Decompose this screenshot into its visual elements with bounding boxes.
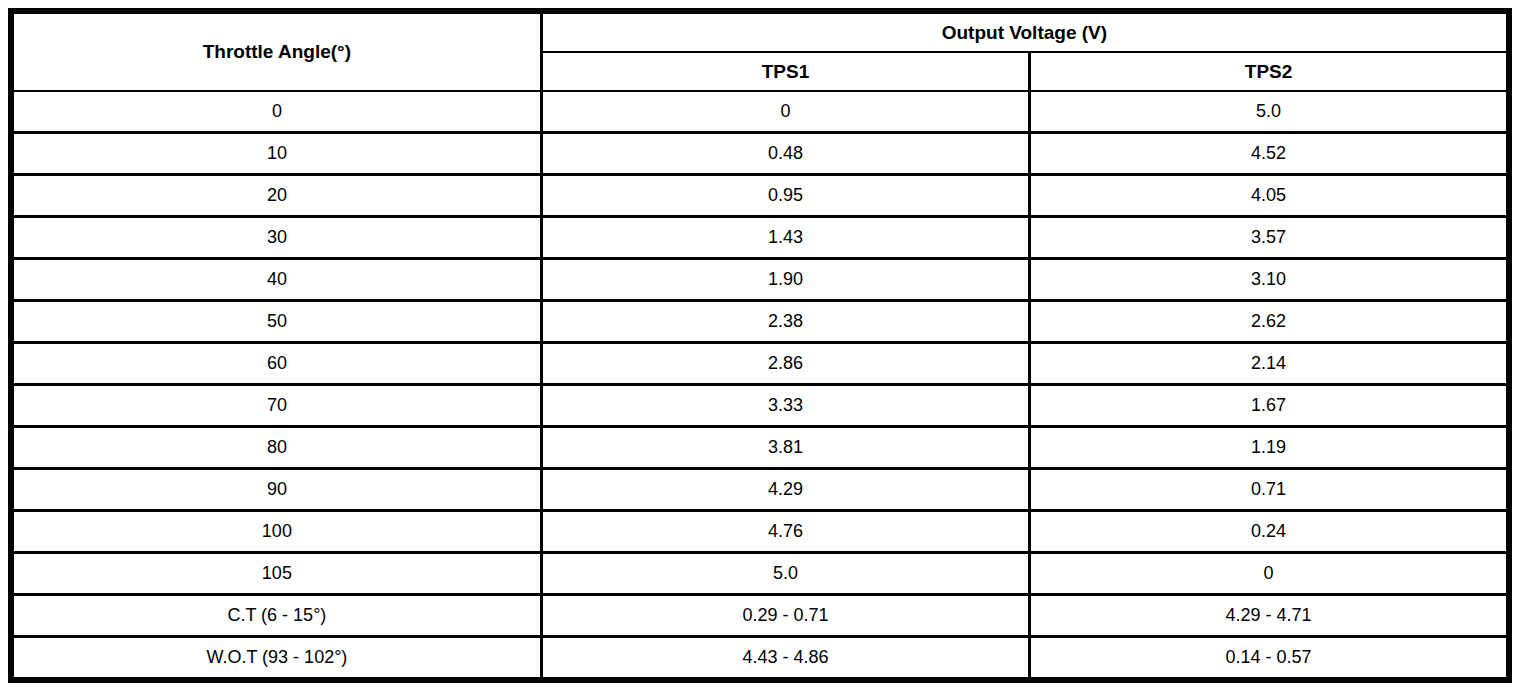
- angle-cell: 30: [11, 217, 541, 259]
- table-row: 50 2.38 2.62: [11, 301, 1509, 343]
- table-row: 100 4.76 0.24: [11, 511, 1509, 553]
- table-header: Throttle Angle(°) Output Voltage (V) TPS…: [11, 11, 1509, 91]
- table-row: 10 0.48 4.52: [11, 133, 1509, 175]
- table-row: 80 3.81 1.19: [11, 427, 1509, 469]
- angle-cell: 20: [11, 175, 541, 217]
- angle-cell: 60: [11, 343, 541, 385]
- header-row-group: Throttle Angle(°) Output Voltage (V): [11, 11, 1509, 52]
- tps-voltage-table: Throttle Angle(°) Output Voltage (V) TPS…: [8, 8, 1512, 683]
- manual-page: Throttle Angle(°) Output Voltage (V) TPS…: [0, 0, 1520, 690]
- table-row-wide-open-throttle: W.O.T (93 - 102°) 4.43 - 4.86 0.14 - 0.5…: [11, 637, 1509, 681]
- tps2-cell: 0.24: [1030, 511, 1509, 553]
- tps1-cell: 0.29 - 0.71: [541, 595, 1029, 637]
- table-row: 40 1.90 3.10: [11, 259, 1509, 301]
- tps2-cell: 2.62: [1030, 301, 1509, 343]
- table-row: 70 3.33 1.67: [11, 385, 1509, 427]
- tps1-column-header: TPS1: [541, 52, 1029, 91]
- tps2-cell: 5.0: [1030, 91, 1509, 133]
- tps1-cell: 4.29: [541, 469, 1029, 511]
- angle-cell: 50: [11, 301, 541, 343]
- tps1-cell: 2.38: [541, 301, 1029, 343]
- angle-cell: 40: [11, 259, 541, 301]
- table-row: 30 1.43 3.57: [11, 217, 1509, 259]
- tps2-cell: 1.19: [1030, 427, 1509, 469]
- table-row: 105 5.0 0: [11, 553, 1509, 595]
- tps2-cell: 4.29 - 4.71: [1030, 595, 1509, 637]
- tps1-cell: 0.95: [541, 175, 1029, 217]
- tps1-cell: 3.81: [541, 427, 1029, 469]
- angle-cell: 105: [11, 553, 541, 595]
- tps1-cell: 4.76: [541, 511, 1029, 553]
- tps1-cell: 2.86: [541, 343, 1029, 385]
- tps2-cell: 3.10: [1030, 259, 1509, 301]
- angle-cell: C.T (6 - 15°): [11, 595, 541, 637]
- tps2-cell: 0.71: [1030, 469, 1509, 511]
- tps2-cell: 2.14: [1030, 343, 1509, 385]
- angle-cell: 80: [11, 427, 541, 469]
- tps1-cell: 0: [541, 91, 1029, 133]
- table-row: 20 0.95 4.05: [11, 175, 1509, 217]
- angle-cell: W.O.T (93 - 102°): [11, 637, 541, 681]
- table-row: 0 0 5.0: [11, 91, 1509, 133]
- tps2-cell: 0.14 - 0.57: [1030, 637, 1509, 681]
- tps2-cell: 3.57: [1030, 217, 1509, 259]
- tps2-cell: 4.52: [1030, 133, 1509, 175]
- tps2-cell: 0: [1030, 553, 1509, 595]
- tps1-cell: 5.0: [541, 553, 1029, 595]
- tps1-cell: 1.90: [541, 259, 1029, 301]
- output-voltage-header: Output Voltage (V): [541, 11, 1509, 52]
- tps1-cell: 0.48: [541, 133, 1029, 175]
- tps2-column-header: TPS2: [1030, 52, 1509, 91]
- tps1-cell: 3.33: [541, 385, 1029, 427]
- table-row: 60 2.86 2.14: [11, 343, 1509, 385]
- tps2-cell: 1.67: [1030, 385, 1509, 427]
- table-body: 0 0 5.0 10 0.48 4.52 20 0.95 4.05 30 1.4…: [11, 91, 1509, 680]
- angle-cell: 10: [11, 133, 541, 175]
- angle-cell: 70: [11, 385, 541, 427]
- angle-cell: 90: [11, 469, 541, 511]
- table-row: 90 4.29 0.71: [11, 469, 1509, 511]
- tps1-cell: 4.43 - 4.86: [541, 637, 1029, 681]
- throttle-angle-header: Throttle Angle(°): [11, 11, 541, 91]
- tps2-cell: 4.05: [1030, 175, 1509, 217]
- table-row-closed-throttle: C.T (6 - 15°) 0.29 - 0.71 4.29 - 4.71: [11, 595, 1509, 637]
- angle-cell: 100: [11, 511, 541, 553]
- angle-cell: 0: [11, 91, 541, 133]
- tps1-cell: 1.43: [541, 217, 1029, 259]
